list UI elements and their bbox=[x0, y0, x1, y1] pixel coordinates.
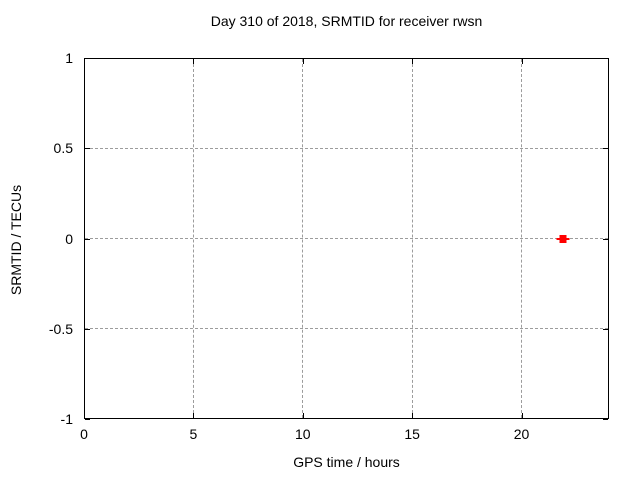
gridline-horizontal bbox=[85, 238, 608, 239]
y-tick-label: 0.5 bbox=[53, 140, 73, 157]
tick-mark-left bbox=[85, 419, 90, 420]
chart-title: Day 310 of 2018, SRMTID for receiver rws… bbox=[210, 13, 483, 29]
tick-mark-bottom bbox=[84, 413, 85, 418]
tick-mark-bottom bbox=[302, 413, 304, 418]
tick-mark-right bbox=[603, 148, 608, 150]
tick-mark-left bbox=[85, 58, 90, 59]
tick-mark-right bbox=[603, 328, 608, 330]
gridline-horizontal bbox=[85, 328, 608, 330]
gridline-horizontal bbox=[85, 147, 608, 149]
tick-mark-right bbox=[603, 58, 608, 59]
tick-mark-top bbox=[302, 59, 304, 64]
tick-mark-right bbox=[603, 238, 608, 240]
x-axis-title: GPS time / hours bbox=[293, 454, 400, 470]
tick-mark-left bbox=[85, 238, 90, 240]
y-axis-title: SRMTID / TECUs bbox=[8, 184, 24, 296]
tick-mark-top bbox=[412, 59, 414, 64]
tick-mark-top bbox=[193, 59, 195, 64]
tick-mark-left bbox=[85, 148, 90, 150]
x-tick-label: 20 bbox=[513, 426, 530, 442]
tick-mark-top bbox=[521, 59, 523, 64]
x-tick-label: 0 bbox=[80, 426, 88, 442]
data-point-marker bbox=[559, 234, 567, 243]
plot-area bbox=[84, 58, 609, 419]
y-tick-label: -0.5 bbox=[48, 320, 73, 337]
tick-mark-top bbox=[84, 59, 85, 64]
y-tick-label: 1 bbox=[65, 50, 73, 66]
x-tick-label: 5 bbox=[189, 426, 198, 442]
tick-mark-bottom bbox=[521, 413, 523, 418]
tick-mark-bottom bbox=[193, 413, 195, 418]
x-tick-label: 10 bbox=[294, 426, 311, 442]
tick-mark-bottom bbox=[412, 413, 414, 418]
y-tick-label: -1 bbox=[60, 411, 73, 427]
tick-mark-right bbox=[603, 419, 608, 420]
y-tick-label: 0 bbox=[65, 230, 73, 247]
x-tick-label: 15 bbox=[404, 426, 420, 442]
tick-mark-left bbox=[85, 328, 90, 330]
